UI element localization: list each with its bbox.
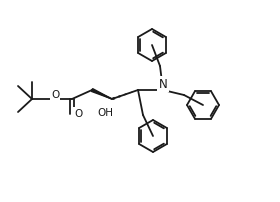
Text: OH: OH (97, 107, 113, 117)
Text: O: O (51, 89, 59, 100)
Text: O: O (74, 108, 82, 118)
Polygon shape (91, 89, 112, 100)
Text: N: N (159, 78, 167, 91)
